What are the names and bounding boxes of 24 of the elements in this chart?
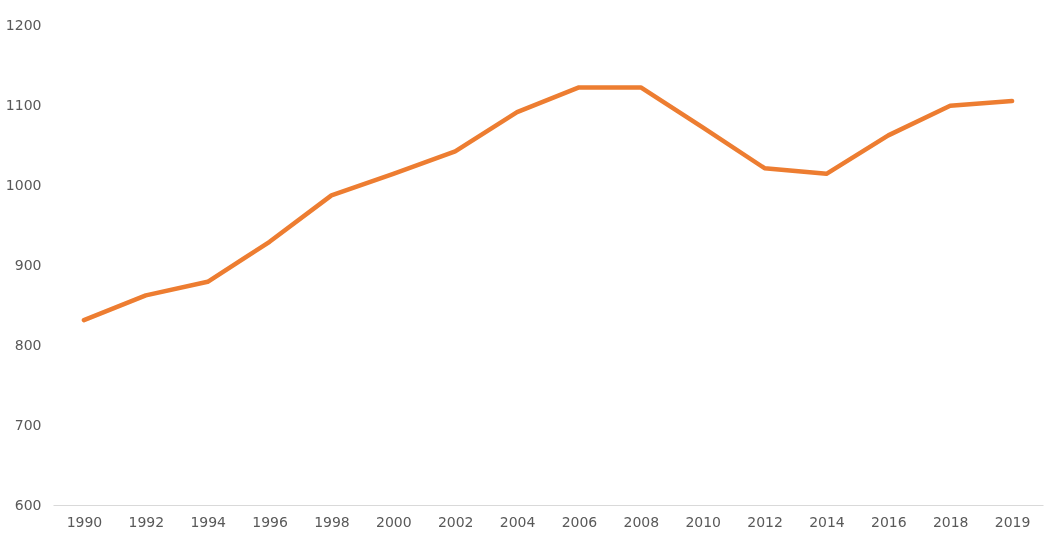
- x-tick-label: 2018: [932, 513, 969, 530]
- y-tick-label: 1100: [5, 96, 42, 113]
- x-tick-label: 2016: [870, 513, 907, 530]
- x-tick-label: 2000: [375, 513, 412, 530]
- y-tick-label: 1000: [5, 176, 42, 193]
- x-tick-label: 2012: [747, 513, 783, 530]
- x-tick-label: 2006: [561, 513, 598, 530]
- x-tick-label: 2014: [809, 513, 845, 530]
- y-tick-label: 900: [14, 256, 42, 273]
- x-tick-label: 1996: [252, 513, 288, 530]
- x-tick-label: 1994: [190, 513, 227, 530]
- line-series: [81, 85, 1015, 323]
- x-tick-label: 1992: [128, 513, 165, 530]
- x-tick-label: 1998: [314, 513, 350, 530]
- x-tick-label: 2019: [994, 513, 1031, 530]
- x-tick-label: 2002: [437, 513, 474, 530]
- x-tick-label: 1990: [66, 513, 103, 530]
- y-tick-label: 600: [14, 496, 42, 513]
- y-tick-label: 700: [14, 416, 42, 433]
- x-tick-label: 2008: [623, 513, 660, 530]
- x-tick-label: 2004: [499, 513, 536, 530]
- y-tick-label: 800: [14, 336, 42, 353]
- y-tick-label: 1200: [5, 16, 42, 33]
- x-tick-label: 2010: [685, 513, 722, 530]
